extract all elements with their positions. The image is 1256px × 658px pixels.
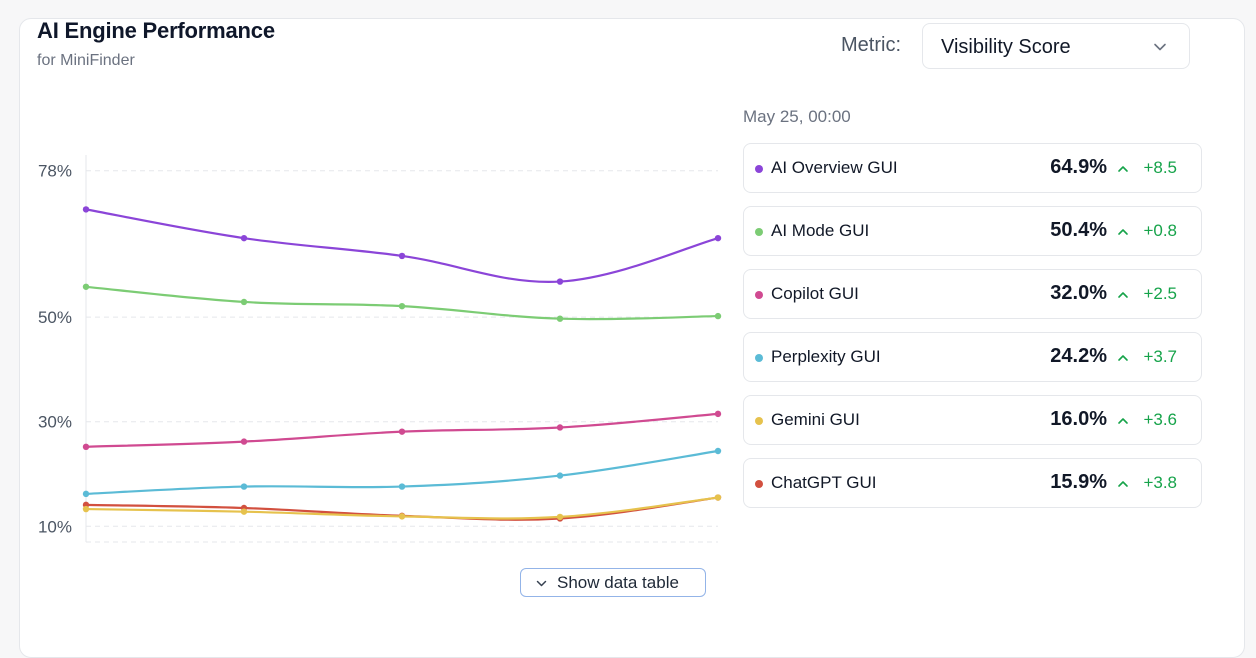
arrow-up-icon — [1118, 481, 1128, 487]
series-perplexity-gui — [82, 447, 722, 498]
series-line — [84, 208, 720, 283]
data-point — [240, 438, 248, 445]
page-subtitle: for MiniFinder — [37, 52, 135, 69]
dot-icon — [755, 165, 763, 173]
legend-series-value: 24.2% — [1050, 345, 1107, 367]
data-point — [556, 513, 564, 521]
dot-icon — [755, 291, 763, 299]
y-tick-label: 50% — [38, 308, 72, 327]
metric-select-value: Visibility Score — [941, 36, 1071, 58]
page-title: AI Engine Performance — [37, 18, 275, 43]
tooltip-timestamp: May 25, 00:00 — [743, 107, 851, 126]
chevron-down-icon — [1154, 43, 1166, 51]
series-ai-mode-gui — [82, 283, 722, 322]
arrow-up-icon — [1118, 355, 1128, 361]
dot-icon — [755, 354, 763, 362]
y-axis-ticks: 78% 50% 30% 10% — [38, 162, 72, 537]
chart-grid — [86, 170, 718, 543]
legend-series-delta: +2.5 — [1143, 284, 1177, 303]
show-data-table-button[interactable]: Show data table — [520, 568, 706, 597]
series-legend: AI Overview GUI 64.9% +8.5 AI Mode GUI 50.4%… — [743, 143, 1202, 521]
data-point — [714, 447, 722, 455]
data-point — [714, 410, 722, 418]
metric-label: Metric: — [841, 34, 901, 56]
y-tick-label: 10% — [38, 517, 72, 536]
y-tick-label: 30% — [38, 413, 72, 432]
chart-series — [82, 206, 722, 522]
data-point — [82, 490, 90, 498]
data-point — [240, 483, 248, 490]
legend-item[interactable]: AI Mode GUI 50.4% +0.8 — [743, 206, 1202, 256]
legend-series-value: 32.0% — [1050, 282, 1107, 304]
legend-series-name: Gemini GUI — [771, 410, 860, 429]
y-tick-label: 78% — [38, 162, 72, 181]
legend-series-delta: +3.7 — [1143, 347, 1177, 366]
line-chart: 78% 50% 30% 10% — [38, 155, 722, 543]
legend-series-name: ChatGPT GUI — [771, 473, 877, 492]
legend-item[interactable]: Gemini GUI 16.0% +3.6 — [743, 395, 1202, 445]
legend-series-delta: +3.8 — [1143, 473, 1177, 492]
legend-series-value: 15.9% — [1050, 471, 1107, 493]
data-point — [398, 483, 406, 490]
data-point — [714, 494, 722, 501]
arrow-up-icon — [1118, 292, 1128, 298]
legend-series-value: 16.0% — [1050, 408, 1107, 430]
legend-series-delta: +3.6 — [1143, 410, 1177, 429]
data-point — [82, 505, 90, 513]
legend-series-name: Perplexity GUI — [771, 347, 881, 366]
arrow-up-icon — [1118, 229, 1128, 235]
arrow-up-icon — [1118, 166, 1128, 172]
legend-series-name: AI Mode GUI — [771, 221, 870, 240]
series-copilot-gui — [82, 410, 722, 451]
data-point — [240, 508, 248, 515]
legend-series-name: AI Overview GUI — [771, 158, 898, 177]
legend-item[interactable]: ChatGPT GUI 15.9% +3.8 — [743, 458, 1202, 508]
data-point — [240, 234, 248, 242]
metric-select[interactable]: Visibility Score — [922, 23, 1190, 69]
data-point — [556, 472, 564, 479]
legend-item[interactable]: Perplexity GUI 24.2% +3.7 — [743, 332, 1202, 382]
data-point — [556, 278, 564, 285]
data-point — [82, 206, 90, 213]
data-point — [556, 424, 564, 431]
legend-series-delta: +8.5 — [1143, 158, 1177, 177]
dot-icon — [755, 480, 763, 488]
legend-series-value: 64.9% — [1050, 156, 1107, 178]
dot-icon — [755, 228, 763, 236]
data-point — [398, 252, 406, 260]
data-point — [398, 302, 406, 310]
data-point — [398, 513, 406, 520]
data-point — [714, 234, 722, 242]
arrow-up-icon — [1118, 418, 1128, 424]
show-data-table-label: Show data table — [557, 573, 679, 592]
chevron-down-icon — [536, 580, 547, 587]
legend-series-value: 50.4% — [1050, 219, 1107, 241]
legend-item[interactable]: Copilot GUI 32.0% +2.5 — [743, 269, 1202, 319]
data-point — [82, 283, 90, 290]
data-point — [240, 298, 248, 306]
series-ai-overview-gui — [82, 206, 722, 285]
dot-icon — [755, 417, 763, 425]
data-point — [556, 315, 564, 322]
legend-item[interactable]: AI Overview GUI 64.9% +8.5 — [743, 143, 1202, 193]
legend-series-delta: +0.8 — [1143, 221, 1177, 240]
legend-series-name: Copilot GUI — [771, 284, 859, 303]
data-point — [398, 428, 406, 435]
data-point — [82, 443, 90, 451]
data-point — [714, 312, 722, 320]
series-gemini-gui — [82, 494, 722, 521]
